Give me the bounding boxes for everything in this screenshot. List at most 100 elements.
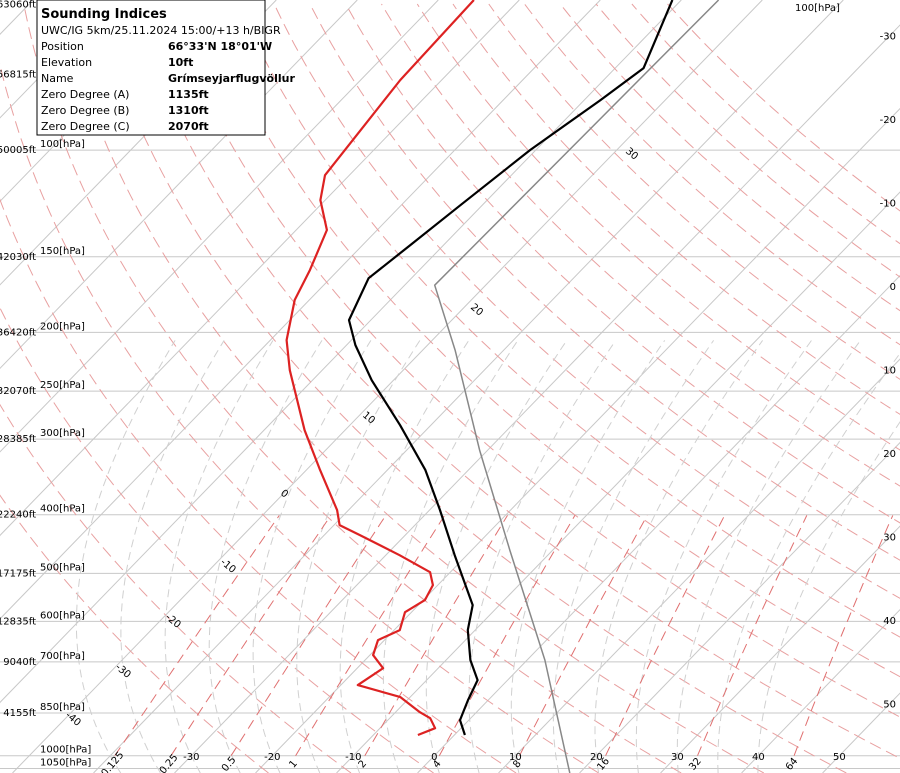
adiabat-label: 30 xyxy=(623,146,640,163)
dry-adiabat xyxy=(595,3,900,278)
isotherm xyxy=(12,0,763,773)
dry-adiabat xyxy=(667,3,900,212)
x-tick-label: 30 xyxy=(671,752,684,763)
mixing-ratio-label: 2 xyxy=(357,758,370,770)
moist-adiabat xyxy=(717,352,900,773)
altitude-label: 12835ft xyxy=(0,616,36,627)
profile-line xyxy=(285,0,475,737)
dry-adiabat xyxy=(94,3,847,773)
dry-adiabat xyxy=(273,3,900,599)
isotherm xyxy=(0,0,601,620)
moist-adiabat xyxy=(252,340,372,773)
mixing-ratio-line xyxy=(438,515,576,756)
info-label: Position xyxy=(41,40,84,53)
pressure-label: 150[hPa] xyxy=(40,246,85,257)
mixing-ratio-line xyxy=(793,515,894,756)
dry-adiabat xyxy=(237,3,900,638)
x-tick-label: 0 xyxy=(431,752,437,763)
dry-adiabat xyxy=(524,3,900,346)
info-label: Zero Degree (B) xyxy=(41,104,129,117)
mixing-ratio-line xyxy=(364,515,508,756)
x-tick-label: -20 xyxy=(264,752,280,763)
right-tick-label: -20 xyxy=(880,115,896,126)
moist-adiabat xyxy=(635,340,812,773)
moist-adiabat xyxy=(296,340,421,773)
dry-adiabat xyxy=(488,3,900,380)
right-tick-label: 40 xyxy=(883,616,896,627)
altitude-label: 42030ft xyxy=(0,252,36,263)
info-label: Name xyxy=(41,72,74,85)
isotherm xyxy=(336,191,900,773)
mixing-ratio-label: 8 xyxy=(511,758,524,770)
isotherm xyxy=(498,358,900,773)
mixing-ratio-label: 0.5 xyxy=(220,755,239,773)
mixing-ratio-label: 64 xyxy=(784,756,801,773)
moist-adiabat xyxy=(339,340,470,773)
pressure-label: 600[hPa] xyxy=(40,610,85,621)
data-layer xyxy=(285,0,720,773)
altitude-label: 56815ft xyxy=(0,69,36,80)
isotherm xyxy=(741,608,900,773)
info-box-frame xyxy=(36,0,266,136)
moist-adiabat xyxy=(164,340,274,773)
x-tick-label: -10 xyxy=(345,752,361,763)
right-tick-label: -10 xyxy=(880,198,896,209)
moist-adiabat xyxy=(382,340,519,773)
isotherm xyxy=(174,24,900,773)
x-tick-label: 20 xyxy=(590,752,603,763)
pressure-label: 850[hPa] xyxy=(40,702,85,713)
adiabat-label: -30 xyxy=(113,662,133,681)
info-value: 2070ft xyxy=(168,120,209,133)
dry-adiabat xyxy=(631,3,900,245)
info-value: 10ft xyxy=(168,56,193,69)
info-value: 1135ft xyxy=(168,88,209,101)
info-label: Elevation xyxy=(41,56,92,69)
right-tick-label: 0 xyxy=(890,282,896,293)
mixing-ratio-line xyxy=(170,515,332,756)
isotherm xyxy=(0,0,520,537)
info-value: 66°33'N 18°01'W xyxy=(168,40,272,53)
mixing-ratio-label: 4 xyxy=(431,758,444,770)
right-tick-label: 30 xyxy=(883,532,896,543)
mixing-ratio-label: 1 xyxy=(287,758,300,770)
pressure-label: 1050[hPa] xyxy=(40,758,91,769)
altitude-label: 17175ft xyxy=(0,568,36,579)
dry-adiabat xyxy=(559,3,900,312)
profile-line xyxy=(433,0,720,773)
altitude-label: 36420ft xyxy=(0,327,36,338)
adiabat-label: 20 xyxy=(468,302,485,319)
pressure-label: 300[hPa] xyxy=(40,428,85,439)
info-label: Zero Degree (C) xyxy=(41,120,130,133)
isotherm xyxy=(255,107,900,773)
info-subtitle: UWC/IG 5km/25.11.2024 15:00/+13 h/BIGR xyxy=(41,24,281,37)
isotherm xyxy=(579,441,900,773)
pressure-label: 400[hPa] xyxy=(40,504,85,515)
info-box: Sounding Indices UWC/IG 5km/25.11.2024 1… xyxy=(36,0,295,136)
mixing-ratio-line xyxy=(114,515,280,756)
altitude-label: 28385ft xyxy=(0,434,36,445)
moist-adiabat xyxy=(75,340,176,773)
pressure-label: 700[hPa] xyxy=(40,651,85,662)
pressure-label: 250[hPa] xyxy=(40,380,85,391)
dry-adiabat xyxy=(0,306,434,773)
right-tick-label: 10 xyxy=(883,365,896,376)
info-rows: Position 66°33'N 18°01'W Elevation 10ft Name… xyxy=(41,40,295,133)
moist-adiabat xyxy=(120,340,225,773)
x-tick-label: -30 xyxy=(183,752,199,763)
mixing-ratio-line xyxy=(295,515,446,756)
isotherm xyxy=(660,525,900,773)
dry-adiabat xyxy=(416,3,900,451)
isotherm xyxy=(417,274,900,773)
pressure-label: 200[hPa] xyxy=(40,321,85,332)
info-value: 1310ft xyxy=(168,104,209,117)
altitude-label: 9040ft xyxy=(3,657,36,668)
mixing-ratio-line xyxy=(697,515,808,756)
altitude-label: 50005ft xyxy=(0,145,36,156)
right-tick-label: -30 xyxy=(880,31,896,42)
mixing-ratio-line xyxy=(605,515,726,756)
isotherm xyxy=(0,0,439,453)
adiabat-label: 0 xyxy=(278,488,290,501)
annotation: 100[hPa] xyxy=(795,3,840,14)
moist-adiabat xyxy=(510,340,666,773)
